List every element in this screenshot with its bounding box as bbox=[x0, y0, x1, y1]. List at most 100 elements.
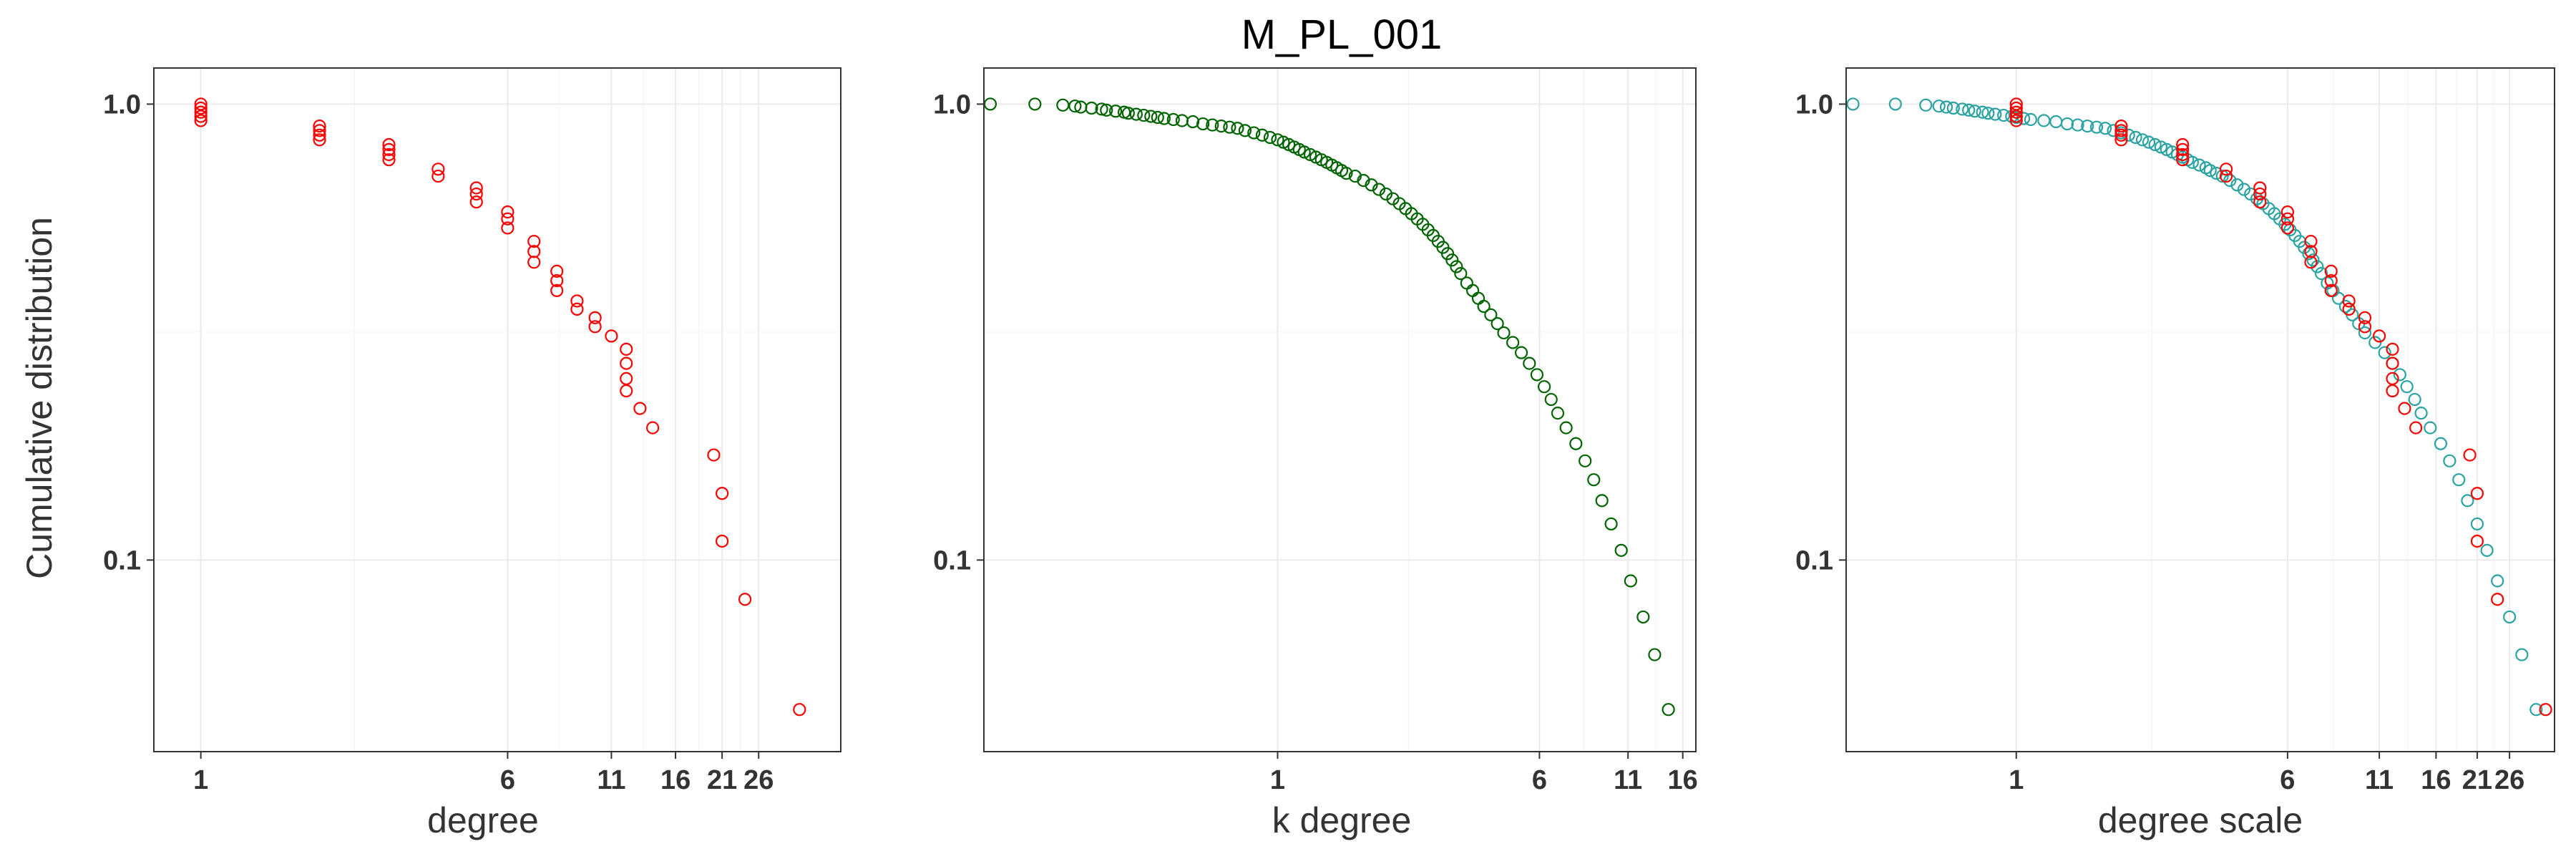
data-point bbox=[707, 448, 721, 462]
data-point bbox=[194, 110, 208, 123]
data-point bbox=[1981, 107, 1995, 120]
x-tick-label: 16 bbox=[2421, 765, 2451, 795]
data-point bbox=[2400, 380, 2414, 394]
data-point bbox=[2324, 273, 2338, 288]
data-point bbox=[1595, 494, 1609, 508]
data-point bbox=[570, 302, 584, 316]
data-point bbox=[1095, 102, 1108, 116]
data-point bbox=[1956, 102, 1969, 116]
y-tick-label: 0.1 bbox=[103, 545, 141, 576]
data-point bbox=[1206, 118, 1219, 132]
x-tick-label: 16 bbox=[660, 765, 691, 795]
data-point bbox=[382, 153, 396, 167]
series-1 bbox=[2009, 97, 2552, 717]
data-point bbox=[2386, 372, 2399, 385]
data-point bbox=[2129, 130, 2142, 145]
data-point bbox=[2452, 473, 2466, 487]
data-point bbox=[1231, 122, 1244, 135]
data-point bbox=[2071, 118, 2084, 132]
data-point bbox=[1440, 247, 1455, 261]
data-point bbox=[2203, 164, 2217, 178]
data-point bbox=[2114, 120, 2128, 133]
data-point bbox=[313, 133, 326, 147]
data-point bbox=[1477, 299, 1491, 314]
data-point bbox=[2314, 267, 2328, 281]
data-point bbox=[2037, 114, 2051, 127]
data-point bbox=[2358, 320, 2372, 334]
data-point bbox=[1255, 128, 1269, 142]
data-point bbox=[1636, 610, 1650, 624]
data-point bbox=[1569, 437, 1583, 450]
x-axis-title-degree-scale: degree scale bbox=[2098, 800, 2303, 840]
data-point bbox=[2304, 235, 2318, 248]
x-tick-label: 1 bbox=[2009, 765, 2024, 795]
x-tick-label: 11 bbox=[1614, 765, 1642, 795]
data-point bbox=[2470, 534, 2484, 548]
data-point bbox=[1238, 124, 1252, 137]
data-point bbox=[1297, 145, 1311, 159]
data-point bbox=[1068, 100, 1082, 113]
data-point bbox=[1460, 276, 1473, 290]
data-point bbox=[2503, 610, 2517, 624]
data-point bbox=[2154, 140, 2168, 154]
data-point bbox=[2434, 437, 2448, 450]
grid bbox=[984, 68, 1696, 752]
data-point bbox=[2049, 115, 2063, 129]
data-point bbox=[1471, 291, 1485, 305]
x-tick-label: 16 bbox=[1668, 765, 1698, 795]
x-tick-label: 1 bbox=[193, 765, 208, 795]
data-point bbox=[1537, 380, 1551, 394]
x-tick-label: 26 bbox=[2494, 765, 2524, 795]
data-point bbox=[1196, 117, 1210, 131]
data-point bbox=[1379, 187, 1393, 201]
series-0 bbox=[983, 97, 1675, 717]
data-point bbox=[2529, 703, 2543, 717]
data-point bbox=[2491, 574, 2504, 588]
data-point bbox=[1121, 107, 1135, 120]
y-tick-label: 1.0 bbox=[103, 89, 141, 120]
data-point bbox=[1144, 110, 1158, 123]
panel-border bbox=[1845, 67, 2555, 752]
x-tick-label: 21 bbox=[2462, 765, 2492, 795]
data-point bbox=[2470, 487, 2484, 500]
data-point bbox=[620, 372, 633, 385]
panel-border bbox=[983, 67, 1697, 752]
data-point bbox=[382, 142, 396, 156]
data-point bbox=[2398, 402, 2411, 415]
data-point bbox=[1175, 114, 1189, 127]
data-point bbox=[1129, 107, 1143, 121]
y-tick-label: 1.0 bbox=[933, 89, 971, 120]
data-point bbox=[2176, 137, 2190, 152]
data-point bbox=[1579, 454, 1592, 467]
data-point bbox=[2358, 311, 2372, 324]
x-tick-label: 21 bbox=[707, 765, 737, 795]
data-point bbox=[382, 147, 396, 162]
data-point bbox=[2176, 147, 2190, 162]
data-point bbox=[1303, 147, 1317, 162]
data-point bbox=[2306, 253, 2320, 267]
data-point bbox=[527, 256, 541, 269]
data-point bbox=[2114, 124, 2128, 137]
data-point bbox=[2324, 264, 2338, 278]
data-point bbox=[1919, 98, 1933, 112]
data-point bbox=[1946, 101, 1960, 115]
data-point bbox=[633, 402, 647, 415]
data-point bbox=[2280, 205, 2294, 219]
data-point bbox=[605, 329, 618, 343]
data-point bbox=[2414, 407, 2428, 420]
data-point bbox=[2009, 105, 2023, 119]
data-point bbox=[570, 294, 584, 308]
data-point bbox=[2342, 294, 2356, 308]
data-point bbox=[2009, 110, 2023, 123]
data-point bbox=[2539, 703, 2552, 717]
data-point bbox=[1085, 101, 1098, 115]
data-point bbox=[1544, 392, 1558, 407]
data-point bbox=[2148, 137, 2162, 152]
data-point bbox=[1386, 192, 1400, 205]
data-point bbox=[793, 703, 806, 717]
x-tick-label: 11 bbox=[2365, 765, 2394, 795]
data-point bbox=[2386, 384, 2399, 398]
data-point bbox=[2470, 517, 2484, 531]
data-point bbox=[646, 421, 660, 435]
data-point bbox=[2304, 256, 2318, 269]
